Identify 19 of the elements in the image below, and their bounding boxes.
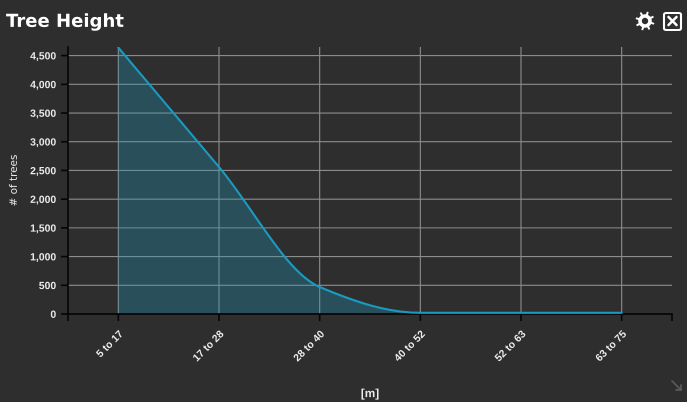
y-tick-label: 4,000 <box>30 80 56 90</box>
y-tick-label: 3,000 <box>30 138 56 148</box>
y-axis-title: # of trees <box>8 155 17 206</box>
y-tick-label: 3,500 <box>30 110 56 118</box>
x-tick-label: 5 to 17 <box>96 330 124 358</box>
x-tick-label: 17 to 28 <box>192 330 224 362</box>
y-tick-label: 1,000 <box>30 253 56 262</box>
y-tick-label: 0 <box>50 310 56 318</box>
x-tick-label: 40 to 52 <box>393 330 426 362</box>
x-tick-label: 52 to 63 <box>494 330 526 362</box>
chart-title: Tree Height <box>6 13 124 31</box>
y-tick-label: 4,500 <box>30 52 56 61</box>
y-tick-label: 2,500 <box>30 166 56 176</box>
y-tick-label: 1,500 <box>30 224 56 234</box>
x-axis-title: [m] <box>361 388 379 400</box>
y-tick-label: 2,000 <box>30 196 56 205</box>
x-tick-label: 28 to 40 <box>292 330 325 362</box>
y-tick-label: 500 <box>39 282 56 290</box>
x-tick-label: 63 to 75 <box>594 330 627 362</box>
